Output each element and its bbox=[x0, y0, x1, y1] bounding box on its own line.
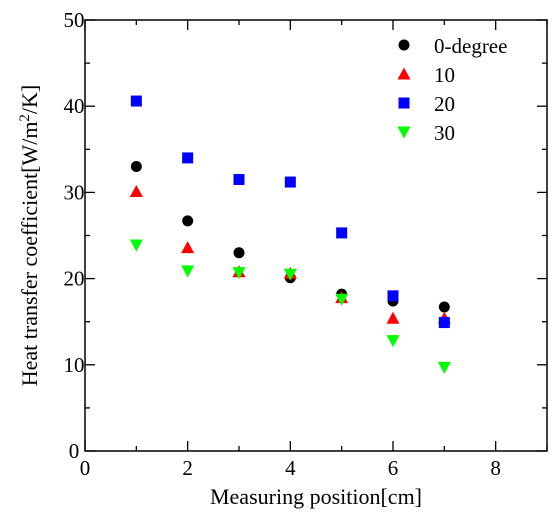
legend-marker-20 bbox=[398, 97, 410, 109]
point-series-30 bbox=[283, 268, 297, 281]
point-series-0-degree bbox=[233, 247, 245, 259]
y-tick-label: 20 bbox=[64, 267, 85, 291]
point-series-0-degree bbox=[182, 215, 194, 227]
point-series-20 bbox=[284, 176, 296, 188]
x-tick-label: 4 bbox=[285, 456, 296, 480]
y-tick-label: 50 bbox=[64, 8, 85, 32]
point-series-10 bbox=[129, 185, 143, 198]
y-tick-label: 30 bbox=[64, 180, 85, 204]
x-axis-label: Measuring position[cm] bbox=[210, 484, 422, 509]
y-tick-label: 40 bbox=[64, 94, 85, 118]
point-series-30 bbox=[129, 239, 143, 252]
plot-frame bbox=[84, 19, 548, 452]
x-tick-label: 0 bbox=[80, 456, 91, 480]
legend-label-30: 30 bbox=[434, 121, 455, 145]
y-axis-label: Heat transfer coefficient[W/m2/K] bbox=[17, 85, 42, 387]
tick-marks bbox=[84, 19, 548, 452]
y-axis-label-superscript: 2 bbox=[17, 114, 33, 122]
point-series-20 bbox=[438, 317, 450, 329]
x-tick-label: 6 bbox=[388, 456, 399, 480]
legend-label-10: 10 bbox=[434, 63, 455, 87]
legend-marker-10 bbox=[397, 67, 411, 80]
y-tick-label: 10 bbox=[64, 353, 85, 377]
legend: 0-degree 10 20 30 bbox=[397, 34, 507, 145]
x-tick-label: 8 bbox=[490, 456, 501, 480]
point-series-10 bbox=[386, 311, 400, 324]
point-series-0-degree bbox=[130, 161, 142, 173]
x-tick-label: 2 bbox=[182, 456, 193, 480]
tick-labels: 0 2 4 6 8 0 10 20 30 40 50 bbox=[64, 8, 501, 480]
point-series-30 bbox=[437, 361, 451, 374]
point-series-20 bbox=[130, 95, 142, 107]
legend-label-20: 20 bbox=[434, 92, 455, 116]
point-series-20 bbox=[387, 290, 399, 302]
point-series-20 bbox=[182, 152, 194, 164]
point-series-30 bbox=[181, 265, 195, 278]
point-series-10 bbox=[181, 241, 195, 254]
point-series-0-degree bbox=[438, 301, 450, 313]
y-axis-label-main: Heat transfer coefficient[W/m bbox=[17, 122, 42, 387]
y-tick-label: 0 bbox=[69, 439, 80, 463]
legend-marker-30 bbox=[397, 126, 411, 139]
legend-marker-0-degree bbox=[398, 39, 410, 51]
point-series-20 bbox=[233, 173, 245, 185]
legend-label-0-degree: 0-degree bbox=[434, 34, 507, 58]
point-series-30 bbox=[335, 293, 349, 306]
data-points bbox=[129, 95, 451, 374]
y-axis-label-unit: /K] bbox=[17, 85, 42, 114]
point-series-30 bbox=[386, 335, 400, 348]
point-series-30 bbox=[232, 267, 246, 280]
point-series-20 bbox=[336, 227, 348, 239]
